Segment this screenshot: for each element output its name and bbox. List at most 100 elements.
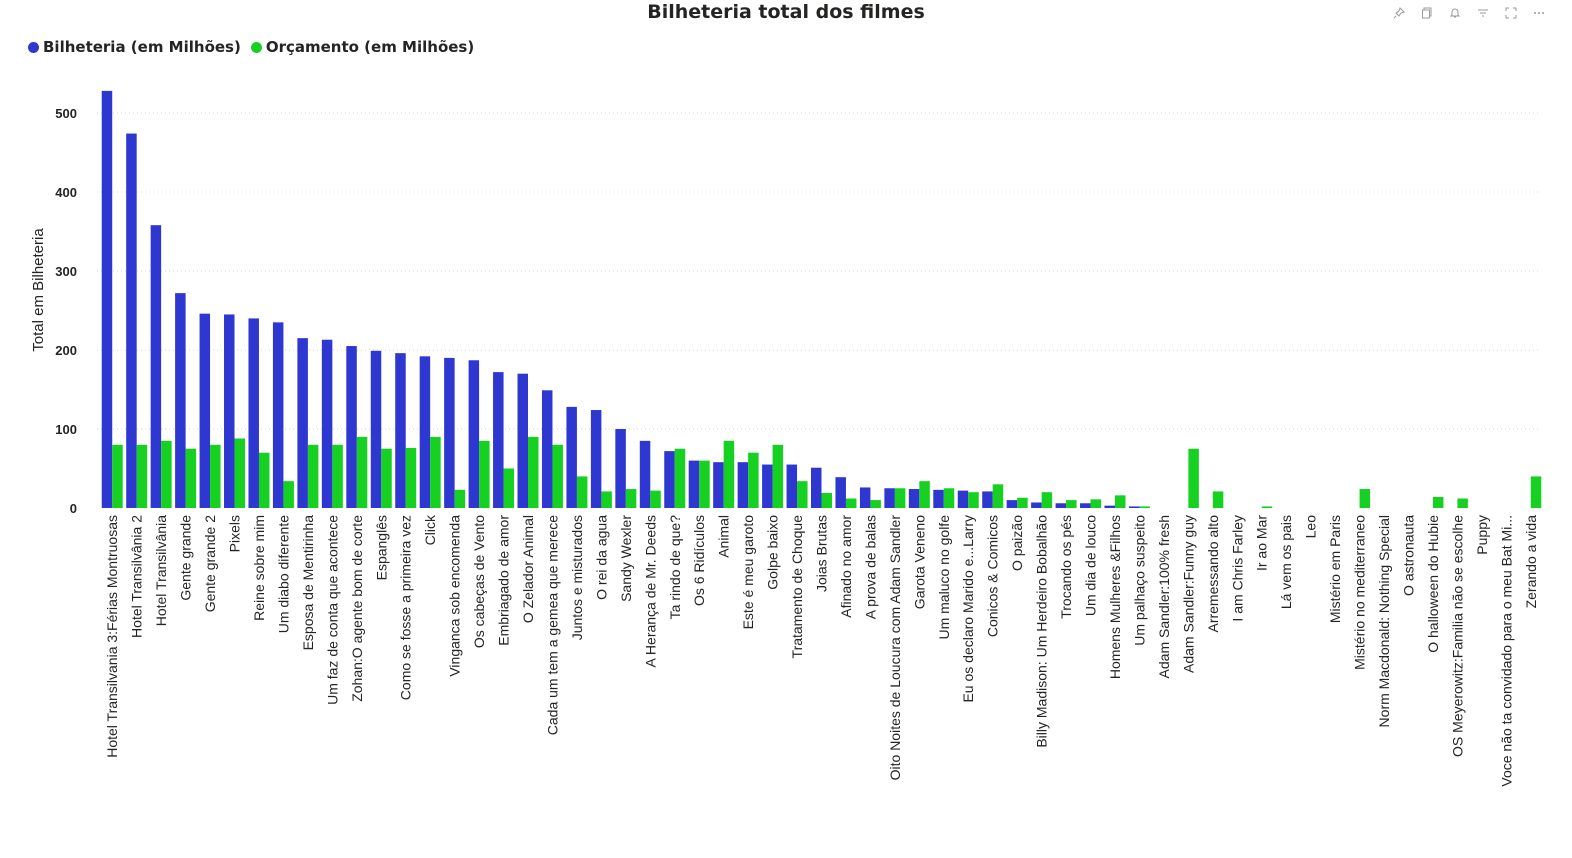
bar-orcamento-15[interactable] — [479, 440, 490, 508]
bell-icon[interactable] — [1448, 6, 1462, 20]
bar-bilheteria-31[interactable] — [859, 487, 871, 508]
bar-bilheteria-25[interactable] — [713, 462, 724, 508]
bar-orcamento-12[interactable] — [405, 447, 417, 508]
bar-bilheteria-23[interactable] — [664, 451, 675, 508]
bar-orcamento-1[interactable] — [136, 444, 148, 508]
bar-orcamento-20[interactable] — [601, 491, 612, 508]
bar-orcamento-45[interactable] — [1212, 491, 1224, 508]
bar-orcamento-41[interactable] — [1114, 495, 1126, 508]
bar-orcamento-14[interactable] — [454, 489, 466, 508]
bar-bilheteria-17[interactable] — [517, 373, 529, 508]
bar-orcamento-35[interactable] — [968, 492, 979, 508]
bar-bilheteria-10[interactable] — [346, 346, 357, 508]
bar-bilheteria-27[interactable] — [762, 464, 773, 508]
bar-bilheteria-21[interactable] — [615, 429, 626, 508]
bar-orcamento-13[interactable] — [430, 436, 441, 508]
legend-item-bilheteria[interactable]: Bilheteria (em Milhões) — [28, 38, 241, 56]
bar-orcamento-54[interactable] — [1432, 496, 1444, 508]
bar-bilheteria-33[interactable] — [908, 489, 920, 508]
bar-orcamento-40[interactable] — [1090, 499, 1102, 508]
bar-orcamento-58[interactable] — [1530, 476, 1542, 508]
bar-bilheteria-22[interactable] — [639, 440, 651, 508]
bar-bilheteria-19[interactable] — [566, 406, 577, 508]
bar-bilheteria-13[interactable] — [419, 356, 431, 508]
bar-bilheteria-30[interactable] — [835, 477, 846, 508]
bar-bilheteria-4[interactable] — [199, 313, 211, 508]
bar-bilheteria-8[interactable] — [297, 338, 308, 508]
bar-orcamento-25[interactable] — [723, 440, 735, 508]
bar-bilheteria-41[interactable] — [1104, 505, 1115, 508]
bar-bilheteria-18[interactable] — [541, 390, 553, 508]
bar-bilheteria-29[interactable] — [811, 467, 822, 508]
bar-orcamento-9[interactable] — [332, 444, 343, 508]
bar-orcamento-19[interactable] — [576, 476, 588, 508]
bar-orcamento-30[interactable] — [845, 498, 857, 508]
bar-orcamento-24[interactable] — [699, 460, 710, 508]
bar-orcamento-22[interactable] — [650, 490, 661, 508]
bar-orcamento-17[interactable] — [528, 436, 539, 508]
bar-orcamento-38[interactable] — [1041, 492, 1053, 508]
bar-bilheteria-42[interactable] — [1128, 506, 1140, 508]
bar-orcamento-39[interactable] — [1066, 500, 1077, 508]
bar-orcamento-32[interactable] — [894, 488, 906, 508]
bar-bilheteria-39[interactable] — [1055, 503, 1067, 508]
bar-orcamento-4[interactable] — [210, 444, 221, 508]
bar-orcamento-7[interactable] — [283, 481, 294, 508]
bar-bilheteria-16[interactable] — [493, 372, 504, 508]
bar-orcamento-23[interactable] — [674, 448, 686, 508]
bar-orcamento-55[interactable] — [1457, 498, 1468, 508]
bar-bilheteria-2[interactable] — [150, 225, 162, 508]
bar-orcamento-0[interactable] — [112, 444, 123, 508]
bar-bilheteria-15[interactable] — [468, 360, 480, 508]
bar-bilheteria-40[interactable] — [1080, 503, 1091, 508]
bar-orcamento-47[interactable] — [1261, 506, 1273, 508]
bar-bilheteria-26[interactable] — [737, 462, 749, 508]
bar-orcamento-11[interactable] — [381, 448, 392, 508]
bar-orcamento-27[interactable] — [772, 444, 784, 508]
bar-orcamento-28[interactable] — [797, 481, 808, 508]
bar-bilheteria-3[interactable] — [175, 293, 186, 508]
bar-bilheteria-14[interactable] — [444, 357, 455, 508]
bar-orcamento-18[interactable] — [552, 444, 563, 508]
bar-bilheteria-35[interactable] — [957, 490, 969, 508]
more-icon[interactable] — [1532, 6, 1546, 20]
bar-bilheteria-9[interactable] — [321, 339, 333, 508]
bar-bilheteria-5[interactable] — [224, 314, 235, 508]
bar-orcamento-31[interactable] — [870, 500, 881, 508]
bar-bilheteria-11[interactable] — [370, 350, 382, 508]
bar-orcamento-6[interactable] — [258, 452, 270, 508]
bar-orcamento-8[interactable] — [307, 444, 319, 508]
bar-orcamento-29[interactable] — [821, 492, 833, 508]
bar-orcamento-21[interactable] — [625, 489, 637, 508]
bar-orcamento-34[interactable] — [943, 488, 955, 508]
bar-orcamento-42[interactable] — [1139, 506, 1150, 508]
bar-orcamento-36[interactable] — [992, 484, 1004, 508]
bar-orcamento-51[interactable] — [1359, 489, 1371, 508]
bar-orcamento-5[interactable] — [234, 438, 246, 508]
bar-orcamento-37[interactable] — [1017, 497, 1028, 508]
bar-orcamento-16[interactable] — [503, 468, 515, 509]
bar-bilheteria-24[interactable] — [688, 460, 700, 508]
bar-bilheteria-32[interactable] — [884, 488, 895, 508]
bar-bilheteria-0[interactable] — [101, 90, 113, 508]
bar-bilheteria-28[interactable] — [786, 464, 798, 508]
bar-orcamento-3[interactable] — [185, 448, 197, 508]
filter-icon[interactable] — [1476, 6, 1490, 20]
bar-bilheteria-6[interactable] — [248, 318, 259, 508]
bar-orcamento-44[interactable] — [1188, 448, 1199, 508]
bar-bilheteria-38[interactable] — [1031, 502, 1042, 508]
legend-item-orcamento[interactable]: Orçamento (em Milhões) — [250, 38, 474, 56]
bar-bilheteria-34[interactable] — [933, 489, 944, 508]
bar-bilheteria-12[interactable] — [395, 353, 406, 508]
pin-icon[interactable] — [1392, 6, 1406, 20]
bar-orcamento-2[interactable] — [161, 440, 172, 508]
bar-orcamento-33[interactable] — [919, 481, 930, 508]
copy-icon[interactable] — [1420, 6, 1434, 20]
focus-icon[interactable] — [1504, 6, 1518, 20]
bar-bilheteria-37[interactable] — [1006, 500, 1018, 508]
bar-orcamento-10[interactable] — [356, 436, 368, 508]
bar-bilheteria-1[interactable] — [126, 133, 137, 509]
bar-orcamento-26[interactable] — [748, 452, 759, 508]
bar-bilheteria-7[interactable] — [272, 322, 284, 508]
bar-bilheteria-36[interactable] — [982, 491, 993, 508]
